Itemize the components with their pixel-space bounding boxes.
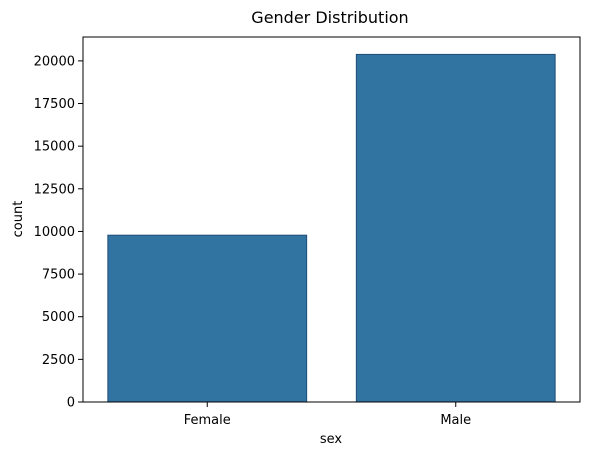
x-tick-label: Male <box>440 413 471 428</box>
y-tick-label: 10000 <box>34 225 75 240</box>
y-tick-label: 20000 <box>34 54 75 69</box>
axes-frame <box>82 36 581 403</box>
y-tick-label: 15000 <box>34 140 75 155</box>
plot-area <box>107 53 556 403</box>
y-axis-label: count <box>11 201 26 238</box>
x-axis-label: sex <box>320 432 343 447</box>
x-tick-label: Female <box>184 413 231 428</box>
y-tick-label: 12500 <box>34 182 75 197</box>
y-tick-label: 17500 <box>34 97 75 112</box>
y-tick-label: 0 <box>67 396 75 411</box>
bar-male <box>355 53 556 403</box>
y-tick-label: 5000 <box>42 310 75 325</box>
y-axis: 0 2500 5000 7500 10000 12500 15000 17500 20000 <box>34 54 83 411</box>
chart-title: Gender Distribution <box>251 8 408 27</box>
y-tick-label: 7500 <box>42 268 75 283</box>
x-axis: Female Male <box>184 402 471 428</box>
y-tick-label: 2500 <box>42 353 75 368</box>
bar-female <box>107 234 308 403</box>
